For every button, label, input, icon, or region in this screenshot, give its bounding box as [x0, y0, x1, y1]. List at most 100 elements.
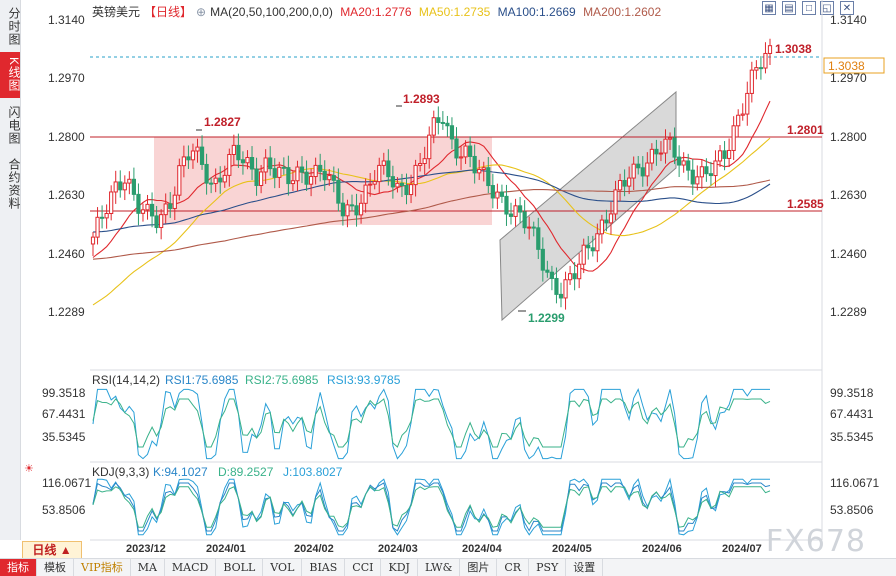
- candle-body: [617, 180, 623, 191]
- ma50-value: MA50:1.2735: [418, 5, 491, 19]
- candle-body: [222, 174, 227, 183]
- candle-body: [177, 165, 182, 196]
- expand-icon[interactable]: □: [802, 1, 816, 15]
- toolbar-vip[interactable]: VIP指标: [74, 559, 131, 576]
- candle-body: [708, 173, 714, 177]
- rsi2-line: [92, 398, 771, 448]
- level-top-label: 1.2801: [787, 123, 824, 137]
- tab-flash[interactable]: 闪电图: [7, 105, 21, 145]
- rsi3-value: RSI3:93.9785: [327, 373, 401, 387]
- kdj-d-value: D:89.2527: [218, 465, 274, 479]
- candle-body: [695, 176, 700, 185]
- toolbar-template[interactable]: 模板: [37, 559, 74, 576]
- candle-body: [536, 227, 541, 250]
- candle-body: [90, 236, 96, 245]
- settings-icon[interactable]: ⊕: [196, 5, 207, 19]
- grid-icon[interactable]: ▦: [762, 1, 776, 15]
- rsi2-value: RSI2:75.6985: [245, 373, 319, 387]
- rsi-tick-left: 99.3518: [42, 386, 86, 400]
- candle-body: [118, 181, 123, 191]
- tab-kline[interactable]: K线图: [0, 52, 21, 98]
- ma200-value: MA200:1.2602: [583, 5, 662, 19]
- ma-legend: 英镑美元 【日线】 ⊕ MA(20,50,100,200,0,0) MA20:1.27…: [92, 3, 665, 20]
- candle-body: [299, 166, 305, 173]
- period-button[interactable]: 日线 ▲: [22, 541, 82, 559]
- candle-body: [531, 226, 536, 229]
- price-tick: 1.2460: [830, 247, 867, 261]
- candle-body: [663, 138, 668, 154]
- toolbar-cr[interactable]: CR: [497, 559, 530, 576]
- candle-body: [577, 263, 582, 280]
- candle-body: [518, 205, 523, 213]
- rsi1-value: RSI1:75.6985: [165, 373, 239, 387]
- toolbar-kdj[interactable]: KDJ: [381, 559, 418, 576]
- candle-body: [149, 203, 155, 217]
- toolbar-settings[interactable]: 设置: [566, 559, 604, 576]
- candle-body: [404, 185, 409, 196]
- restore-icon[interactable]: ◱: [820, 1, 834, 15]
- toolbar-lw[interactable]: LW&: [418, 559, 461, 576]
- candle-body: [667, 137, 673, 140]
- candle-body: [699, 166, 704, 178]
- candle-body: [181, 156, 186, 167]
- candle-body: [477, 168, 482, 174]
- close-icon[interactable]: ✕: [840, 1, 854, 15]
- candle-body: [349, 204, 355, 207]
- list-icon[interactable]: ▤: [782, 1, 796, 15]
- candle-body: [122, 182, 127, 191]
- price-tick-left: 1.2800: [48, 130, 85, 144]
- candle-body: [436, 117, 441, 123]
- candle-body: [136, 193, 141, 214]
- candle-body: [113, 181, 118, 193]
- time-tick: 2024/04: [462, 543, 503, 555]
- candle-body: [722, 150, 727, 159]
- toolbar-psy[interactable]: PSY: [529, 559, 567, 576]
- candle-body: [468, 145, 473, 157]
- time-tick: 2023/12: [126, 543, 166, 555]
- candle-body: [572, 273, 577, 280]
- candle-body: [195, 146, 200, 152]
- kdj-tick-left: 116.0671: [42, 476, 91, 490]
- candle-body: [740, 113, 745, 116]
- watermark: FX678: [765, 524, 866, 559]
- candle-body: [440, 121, 445, 124]
- kline-chart[interactable]: 1.2801 1.2585 1.3038 1.2827 1.2893 1.229…: [0, 0, 896, 558]
- candle-body: [308, 176, 314, 185]
- candle-body: [408, 184, 414, 196]
- candle-body: [499, 191, 505, 197]
- toolbar-boll[interactable]: BOLL: [216, 559, 264, 576]
- toolbar-vol[interactable]: VOL: [263, 559, 303, 576]
- rsi-tick-left: 35.5345: [42, 430, 86, 444]
- candle-body: [399, 182, 405, 187]
- toolbar-ma[interactable]: MA: [131, 559, 165, 576]
- toolbar-image[interactable]: 图片: [460, 559, 498, 576]
- candle-body: [654, 148, 659, 155]
- tab-contract-info[interactable]: 合约资料: [7, 158, 21, 210]
- candle-body: [363, 184, 368, 204]
- toolbar-bias[interactable]: BIAS: [302, 559, 346, 576]
- tab-timeshare[interactable]: 分时图: [7, 6, 21, 46]
- candle-body: [140, 209, 146, 214]
- ma200-line: [92, 179, 771, 260]
- candle-body: [313, 164, 318, 178]
- left-sidebar: 分时图 K线图 闪电图 合约资料: [0, 0, 21, 540]
- toolbar-indicator[interactable]: 指标: [0, 559, 37, 576]
- candle-body: [281, 166, 286, 169]
- candle-body: [645, 162, 650, 177]
- candle-body: [209, 182, 214, 185]
- price-tick-left: 1.2970: [48, 71, 85, 85]
- toolbar-cci[interactable]: CCI: [345, 559, 382, 576]
- time-tick: 2024/07: [722, 543, 762, 555]
- peak2-label: 1.2893: [403, 92, 440, 106]
- candle-body: [595, 233, 600, 252]
- candle-body: [486, 167, 491, 187]
- candle-body: [672, 137, 677, 158]
- candle-body: [567, 273, 573, 281]
- candle-body: [127, 178, 132, 184]
- toolbar-macd[interactable]: MACD: [165, 559, 217, 576]
- kdj-settings-icon[interactable]: ☀: [24, 463, 34, 475]
- kdj-lines: [92, 477, 771, 536]
- candle-body: [649, 148, 654, 164]
- candle-body: [290, 180, 296, 185]
- candle-body: [413, 164, 418, 186]
